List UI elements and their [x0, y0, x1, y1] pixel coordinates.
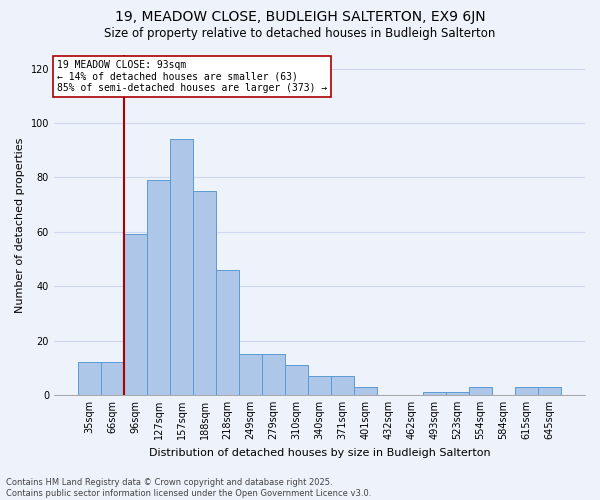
Bar: [423, 392, 446, 395]
Bar: [101, 362, 124, 395]
Bar: [354, 387, 377, 395]
Bar: [147, 180, 170, 395]
Bar: [239, 354, 262, 395]
Bar: [170, 140, 193, 395]
Bar: [308, 376, 331, 395]
Bar: [124, 234, 147, 395]
Bar: [216, 270, 239, 395]
Bar: [331, 376, 354, 395]
Y-axis label: Number of detached properties: Number of detached properties: [15, 138, 25, 312]
Bar: [78, 362, 101, 395]
Text: 19, MEADOW CLOSE, BUDLEIGH SALTERTON, EX9 6JN: 19, MEADOW CLOSE, BUDLEIGH SALTERTON, EX…: [115, 10, 485, 24]
Bar: [469, 387, 492, 395]
Bar: [515, 387, 538, 395]
Bar: [538, 387, 561, 395]
Text: Contains HM Land Registry data © Crown copyright and database right 2025.
Contai: Contains HM Land Registry data © Crown c…: [6, 478, 371, 498]
Bar: [285, 365, 308, 395]
Bar: [262, 354, 285, 395]
Bar: [446, 392, 469, 395]
Bar: [193, 191, 216, 395]
X-axis label: Distribution of detached houses by size in Budleigh Salterton: Distribution of detached houses by size …: [149, 448, 490, 458]
Text: Size of property relative to detached houses in Budleigh Salterton: Size of property relative to detached ho…: [104, 28, 496, 40]
Text: 19 MEADOW CLOSE: 93sqm
← 14% of detached houses are smaller (63)
85% of semi-det: 19 MEADOW CLOSE: 93sqm ← 14% of detached…: [56, 60, 327, 94]
